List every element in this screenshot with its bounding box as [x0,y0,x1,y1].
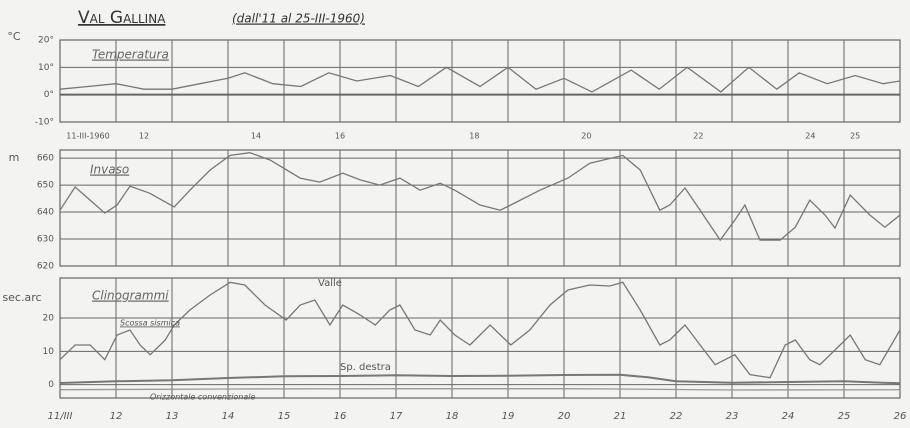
y-tick-label: 640 [37,208,54,218]
data-line [59,388,901,391]
x-tick-label: 14 [222,411,235,422]
x-tick-label: 22 [670,411,683,422]
y-tick-label: 20° [38,36,54,46]
y-tick-label: 0° [44,90,54,100]
x-tick-label: 12 [139,132,149,141]
x-tick-label: 15 [278,411,291,422]
data-line [59,152,901,242]
x-tick-label: 16 [334,411,347,422]
panel-title: Clinogrammi [92,289,169,303]
y-tick-label: 620 [37,262,54,272]
y-tick-label: 660 [37,154,54,164]
plot-frame [59,149,901,267]
data-line [59,66,901,93]
plot-frame [59,39,901,123]
x-tick-label: 11-III-1960 [66,132,109,141]
x-tick-label: 12 [110,411,123,422]
y-tick-label: 10 [43,347,55,357]
x-tick-label: 20 [581,132,591,141]
series-label: Orizzontale convenzionale [150,393,256,402]
x-tick-label: 16 [335,132,345,141]
x-tick-label: 20 [558,411,571,422]
x-tick-label: 22 [693,132,703,141]
y-tick-label: 20 [43,314,55,324]
x-tick-label: 25 [850,132,860,141]
y-tick-label: 650 [37,181,54,191]
x-tick-label: 19 [502,411,515,422]
page-subtitle: (dall'11 al 25-III-1960) [232,12,365,26]
y-axis-unit: m [9,151,20,164]
x-tick-label: 26 [894,411,907,422]
x-tick-label: 21 [614,411,627,422]
data-line [59,281,901,379]
series-label: Valle [318,278,342,289]
data-line [59,373,901,385]
x-tick-label: 23 [726,411,739,422]
x-tick-label: 13 [166,411,179,422]
series-label: Sp. destra [340,362,391,373]
y-tick-label: 10° [38,63,54,73]
x-tick-label: 24 [805,132,815,141]
annotation: Scossa sismica [120,319,180,328]
y-tick-label: 0 [48,380,54,390]
x-tick-label: 11/III [48,411,73,422]
panel-title: Invaso [90,163,129,177]
y-tick-label: 630 [37,235,54,245]
panel-title: Temperatura [92,48,169,62]
page-title: Val Gallina [78,8,166,28]
x-tick-label: 25 [838,411,851,422]
x-tick-label: 24 [782,411,795,422]
y-axis-unit: °C [7,30,21,43]
x-tick-label: 17 [390,411,403,422]
x-tick-label: 18 [469,132,479,141]
y-axis-unit: sec.arc [2,291,41,304]
x-tick-label: 18 [446,411,459,422]
x-tick-label: 14 [251,132,261,141]
y-tick-label: -10° [35,118,54,128]
